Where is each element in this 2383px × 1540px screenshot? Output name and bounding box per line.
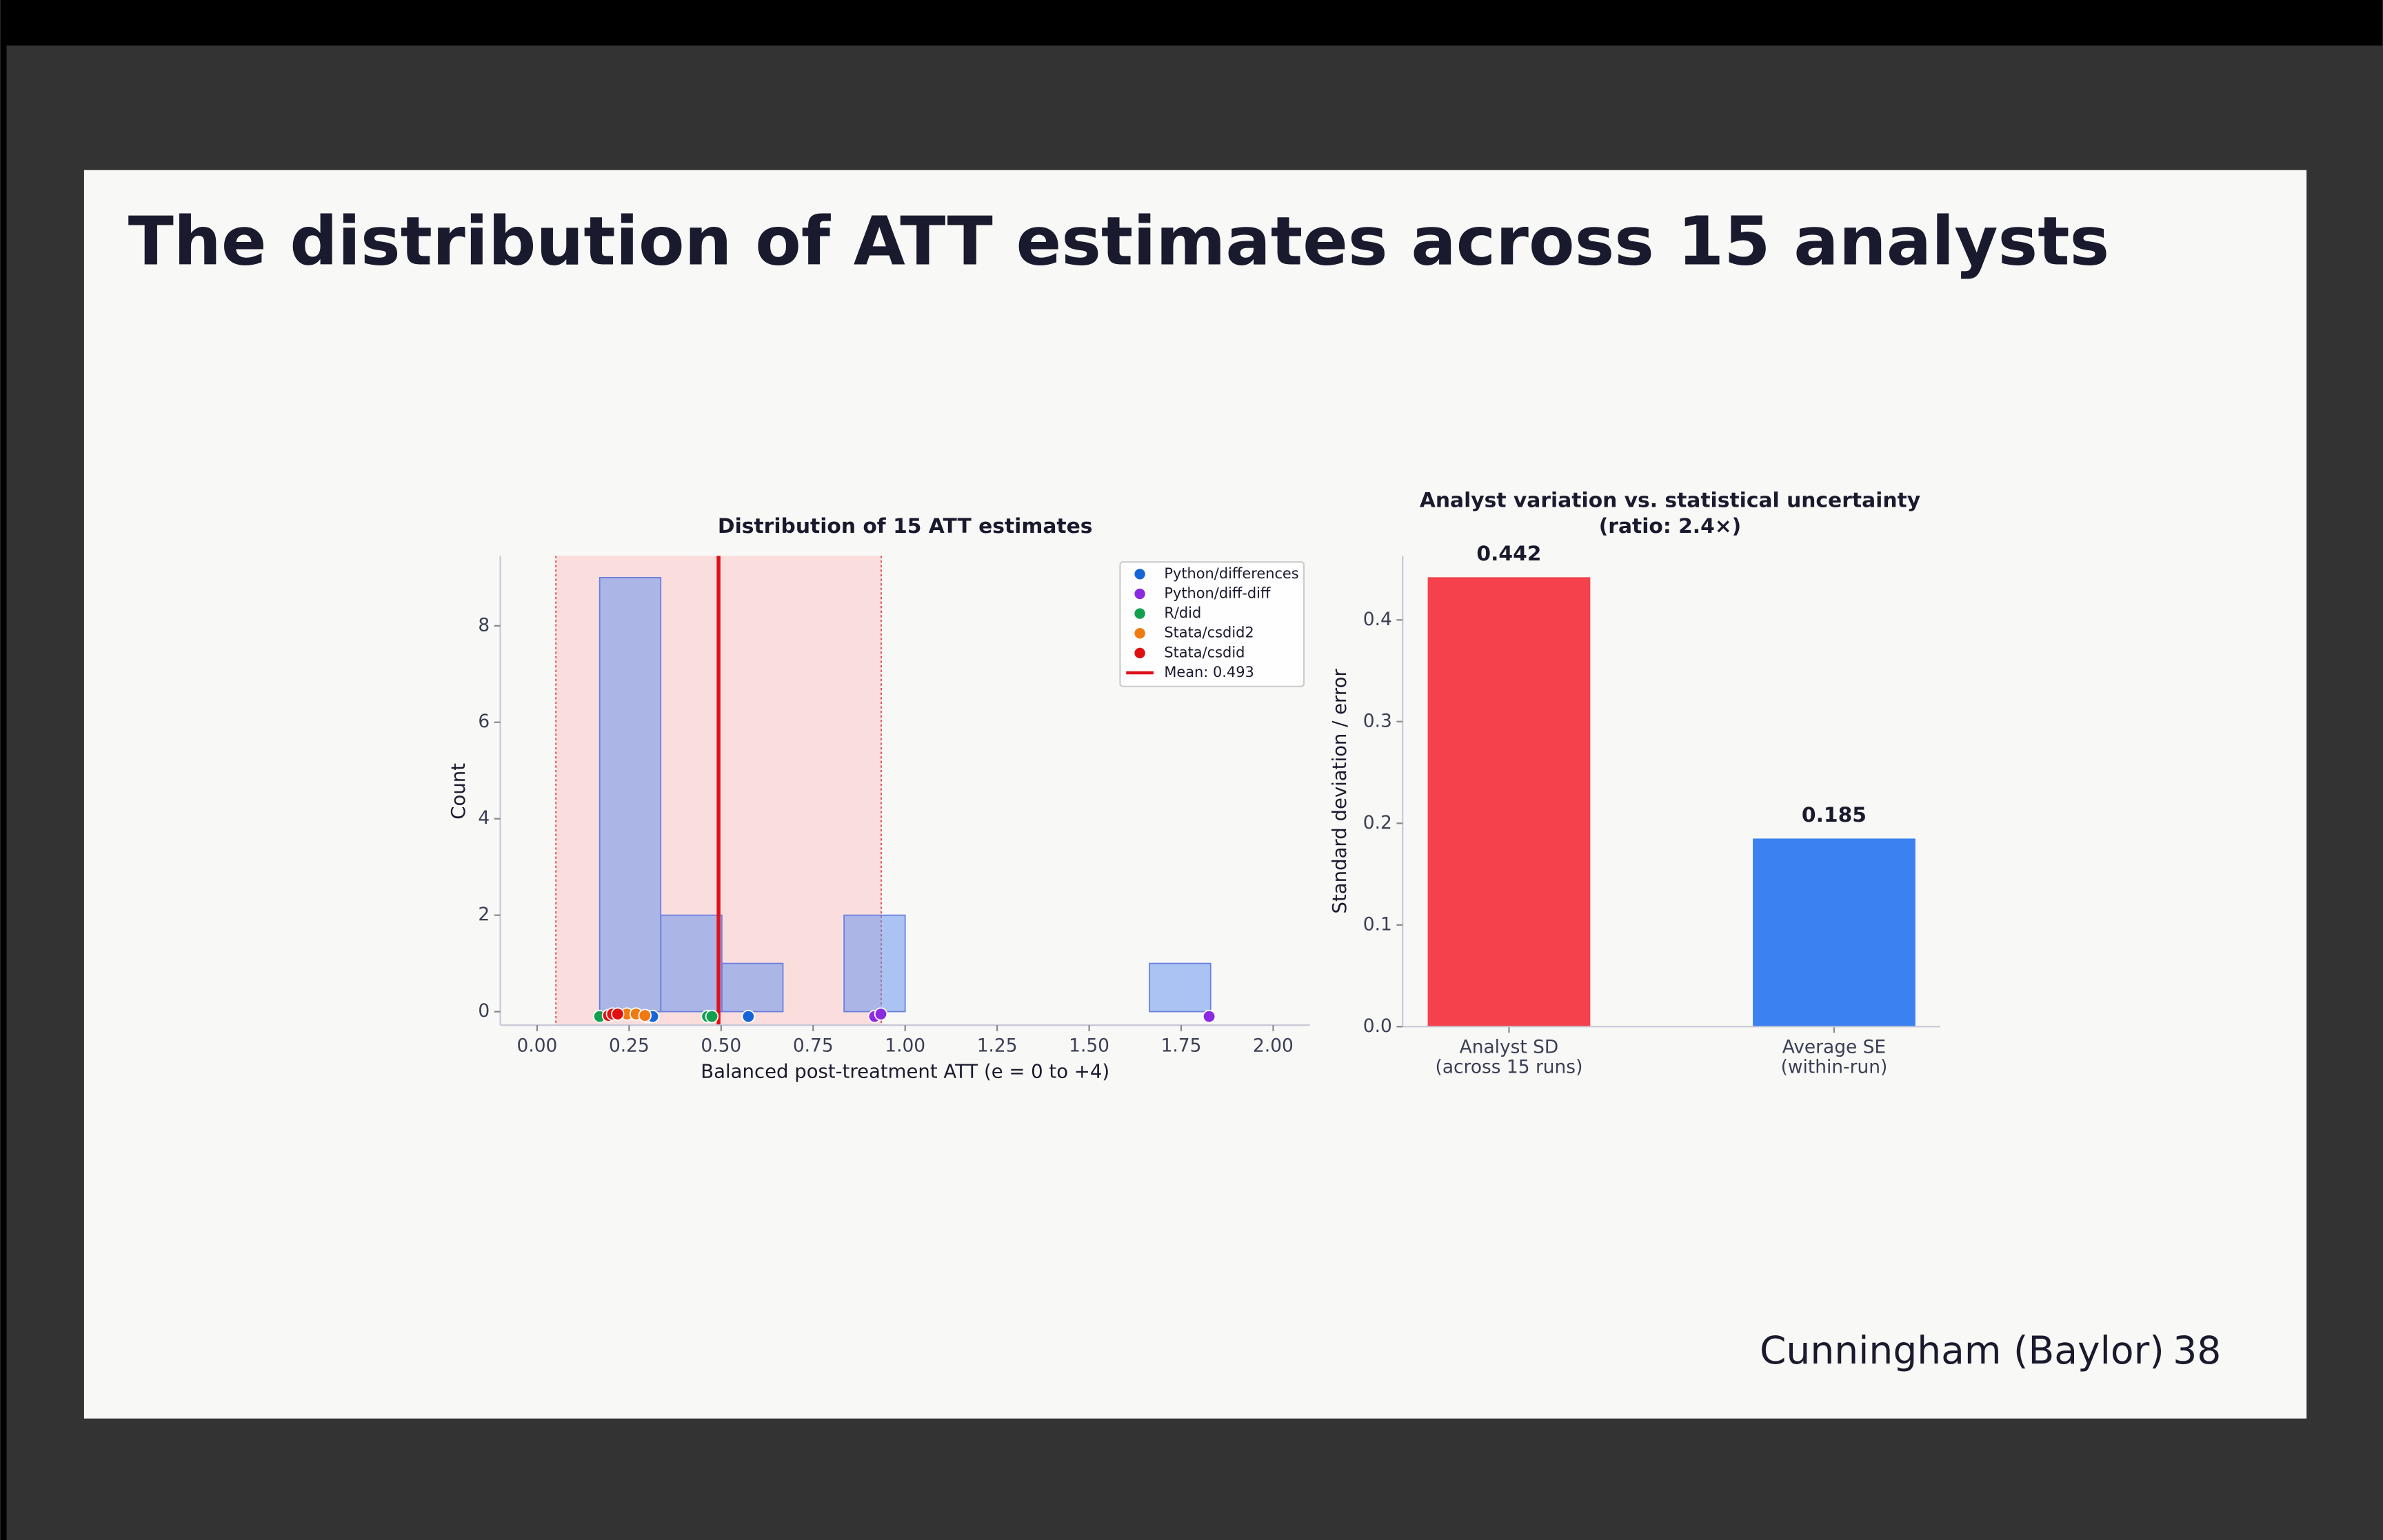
legend-marker — [1134, 588, 1145, 600]
hist-bar — [721, 962, 784, 1013]
slide — [83, 170, 2307, 1419]
legend-label: Mean: 0.493 — [1164, 664, 1254, 680]
y-tick-label: 0.0 — [1363, 1015, 1392, 1037]
y-tick-label: 0 — [478, 1000, 490, 1022]
y-tick-label: 0.3 — [1363, 710, 1392, 731]
chart-subtitle: (ratio: 2.4×) — [1599, 514, 1742, 538]
legend-box — [1119, 561, 1305, 687]
legend-label: R/did — [1164, 605, 1201, 621]
x-tick-label: 1.75 — [1161, 1035, 1202, 1056]
legend-label: Python/differences — [1164, 565, 1298, 582]
hist-bar — [599, 576, 662, 1013]
x-tick-label: 2.00 — [1253, 1035, 1294, 1056]
estimate-point — [874, 1007, 888, 1021]
x-tick-label: Average SE — [1782, 1037, 1886, 1058]
y-tick-label: 0.2 — [1363, 812, 1392, 833]
y-tick-label: 0.1 — [1363, 913, 1392, 935]
x-tick-label: 1.50 — [1069, 1035, 1109, 1056]
chart-title: Distribution of 15 ATT estimates — [718, 514, 1093, 538]
legend-marker — [1134, 628, 1145, 639]
estimate-point — [638, 1009, 652, 1022]
x-tick-label: Analyst SD — [1460, 1037, 1559, 1058]
x-tick-label: 1.25 — [977, 1035, 1018, 1056]
y-tick-label: 8 — [478, 614, 490, 636]
x-tick-label: 0.50 — [701, 1035, 741, 1056]
y-tick-label: 6 — [478, 711, 490, 732]
y-axis-label: Count — [448, 763, 470, 820]
slide-title: The distribution of ATT estimates across… — [128, 202, 2109, 280]
estimate-point — [1202, 1009, 1216, 1024]
legend-label: Stata/csdid2 — [1164, 625, 1254, 641]
x-tick-label: (across 15 runs) — [1436, 1056, 1583, 1077]
x-axis-label: Balanced post-treatment ATT (e = 0 to +4… — [701, 1060, 1109, 1082]
bar — [1753, 838, 1916, 1027]
value-label: 0.442 — [1476, 542, 1541, 566]
hist-bar — [660, 914, 723, 1013]
legend-label: Stata/csdid — [1164, 644, 1245, 660]
left-edge — [0, 45, 7, 1540]
y-tick-label: 4 — [478, 807, 490, 829]
value-label: 0.185 — [1802, 803, 1867, 827]
x-tick-label: (within-run) — [1781, 1056, 1888, 1077]
estimate-point — [705, 1009, 719, 1024]
x-tick-label: 0.75 — [793, 1035, 834, 1056]
top-bar — [0, 0, 2383, 46]
legend-marker — [1134, 608, 1145, 619]
legend-marker — [1134, 647, 1145, 659]
legend-label: Python/diff-diff — [1164, 585, 1271, 601]
footer-page: 38 — [2173, 1328, 2221, 1372]
chart-title: Analyst variation vs. statistical uncert… — [1420, 489, 1920, 513]
y-tick-label: 2 — [478, 904, 490, 925]
estimate-point — [611, 1007, 625, 1021]
estimate-point — [741, 1009, 756, 1024]
bar — [1427, 577, 1591, 1027]
y-tick-label: 0.4 — [1363, 609, 1392, 630]
x-tick-label: 1.00 — [885, 1035, 925, 1056]
y-axis-label: Standard deviation / error — [1329, 669, 1351, 914]
legend-marker — [1134, 569, 1145, 580]
footer-author: Cunningham (Baylor) — [1760, 1328, 2164, 1372]
hist-bar — [1149, 962, 1211, 1013]
hist-bar — [843, 914, 906, 1013]
x-tick-label: 0.25 — [609, 1035, 650, 1056]
x-tick-label: 0.00 — [517, 1035, 558, 1056]
